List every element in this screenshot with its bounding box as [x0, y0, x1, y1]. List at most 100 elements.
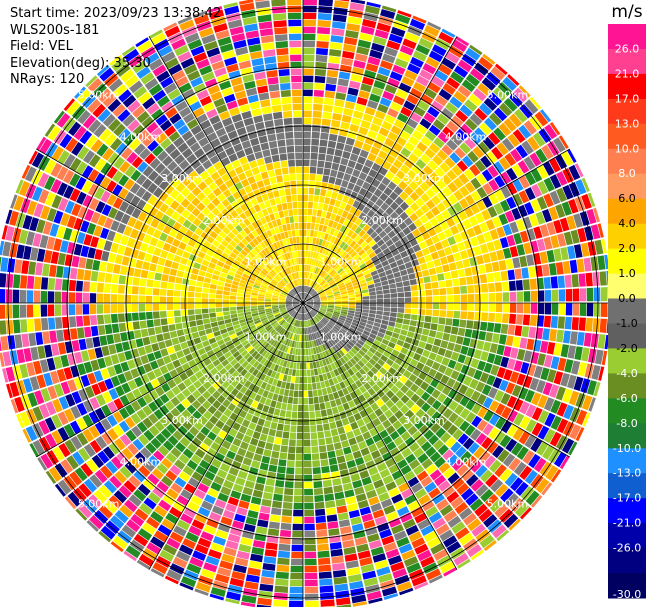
gate — [348, 300, 356, 303]
gate — [425, 385, 435, 395]
gate — [290, 425, 297, 433]
gate — [94, 407, 106, 421]
gate — [240, 537, 253, 546]
gate — [307, 215, 312, 223]
gate — [366, 320, 374, 326]
gate — [471, 403, 482, 415]
gate — [131, 348, 140, 359]
gate — [231, 379, 239, 388]
gate — [354, 290, 362, 295]
gate — [371, 393, 380, 402]
gate — [176, 329, 185, 337]
gate — [329, 282, 337, 287]
gate — [69, 316, 77, 328]
gate — [251, 460, 261, 469]
gate — [409, 414, 420, 425]
gate — [334, 309, 341, 313]
gate — [279, 306, 286, 310]
gate — [381, 280, 389, 286]
gate — [200, 531, 214, 542]
gate — [385, 171, 395, 181]
gate — [228, 367, 236, 375]
gate — [35, 262, 43, 276]
gate — [361, 266, 369, 273]
gate — [577, 227, 587, 243]
gate — [159, 288, 167, 296]
gate — [428, 511, 443, 524]
gate — [284, 417, 291, 425]
gate — [412, 50, 427, 62]
gate — [412, 244, 421, 253]
gate — [91, 454, 105, 469]
gate — [321, 255, 327, 262]
gate — [355, 299, 363, 303]
gate — [334, 199, 342, 208]
gate — [38, 420, 50, 435]
gate — [173, 525, 187, 537]
gate — [186, 394, 196, 404]
gate — [317, 345, 322, 353]
gate — [346, 385, 354, 394]
gate — [522, 450, 535, 465]
gate — [101, 345, 110, 357]
gate — [169, 330, 178, 339]
gate — [373, 456, 384, 466]
gate — [373, 188, 383, 198]
gate — [412, 228, 421, 238]
gate — [367, 387, 376, 396]
gate — [363, 483, 375, 493]
gate — [317, 543, 329, 551]
gate — [286, 460, 295, 468]
gate — [392, 142, 403, 153]
gate — [433, 137, 445, 149]
gate — [194, 588, 209, 596]
gate — [285, 300, 293, 302]
gate — [290, 565, 303, 573]
gate — [80, 245, 90, 258]
gate — [327, 267, 334, 274]
gate — [416, 362, 425, 371]
gate — [390, 307, 398, 313]
gate — [286, 375, 292, 383]
gate — [385, 216, 394, 225]
gate — [380, 375, 389, 385]
gate — [347, 312, 355, 317]
gate — [109, 475, 122, 489]
gate — [473, 349, 483, 360]
gate — [593, 287, 601, 302]
gate — [467, 150, 479, 163]
gate — [75, 280, 84, 292]
gate — [166, 488, 179, 500]
gate — [367, 152, 377, 162]
gate — [312, 237, 317, 245]
gate — [117, 530, 132, 544]
gate — [553, 219, 563, 234]
gate — [327, 234, 333, 242]
gate — [318, 238, 324, 246]
gate — [272, 415, 279, 423]
gate — [312, 110, 322, 118]
gate — [418, 303, 426, 309]
gate — [285, 315, 291, 321]
gate — [568, 441, 578, 456]
gate — [0, 304, 6, 319]
gate — [479, 243, 489, 254]
gate — [301, 335, 303, 342]
gate — [204, 494, 216, 505]
gate — [581, 177, 590, 192]
gate — [581, 347, 590, 362]
gate — [350, 587, 365, 597]
gate — [490, 479, 504, 493]
gate — [189, 279, 197, 286]
gate — [536, 196, 548, 210]
gate — [156, 221, 166, 232]
gate — [556, 171, 568, 186]
gate — [430, 542, 445, 555]
gate — [398, 82, 412, 93]
gate — [375, 485, 387, 496]
gate — [233, 340, 241, 347]
gate — [348, 437, 357, 446]
gate — [197, 324, 205, 332]
gate — [256, 345, 263, 353]
gate — [54, 278, 63, 291]
